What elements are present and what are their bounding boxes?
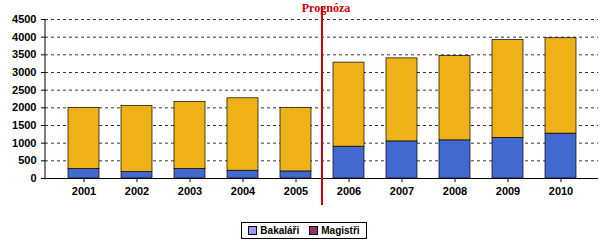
html-text:Bakaláři: Bakaláři xyxy=(260,225,300,236)
svg-text:0: 0 xyxy=(30,172,36,184)
svg-text:1500: 1500 xyxy=(12,119,36,131)
svg-text:2008: 2008 xyxy=(443,185,467,197)
svg-text:2002: 2002 xyxy=(125,185,149,197)
svg-text:2003: 2003 xyxy=(178,185,202,197)
svg-text:2009: 2009 xyxy=(496,185,520,197)
svg-text:Prognóza: Prognóza xyxy=(302,1,350,15)
html-text:Magistři: Magistři xyxy=(321,225,360,236)
svg-text:2000: 2000 xyxy=(12,101,36,113)
svg-text:2500: 2500 xyxy=(12,84,36,96)
svg-text:2001: 2001 xyxy=(72,185,96,197)
svg-text:500: 500 xyxy=(18,154,36,166)
svg-text:3000: 3000 xyxy=(12,66,36,78)
svg-text:2005: 2005 xyxy=(284,185,308,197)
svg-text:2007: 2007 xyxy=(390,185,414,197)
svg-text:1000: 1000 xyxy=(12,137,36,149)
svg-text:3500: 3500 xyxy=(12,48,36,60)
svg-text:4000: 4000 xyxy=(12,31,36,43)
svg-text:4500: 4500 xyxy=(12,13,36,25)
svg-text:2004: 2004 xyxy=(231,185,256,197)
svg-text:2010: 2010 xyxy=(549,185,573,197)
svg-text:2006: 2006 xyxy=(337,185,361,197)
